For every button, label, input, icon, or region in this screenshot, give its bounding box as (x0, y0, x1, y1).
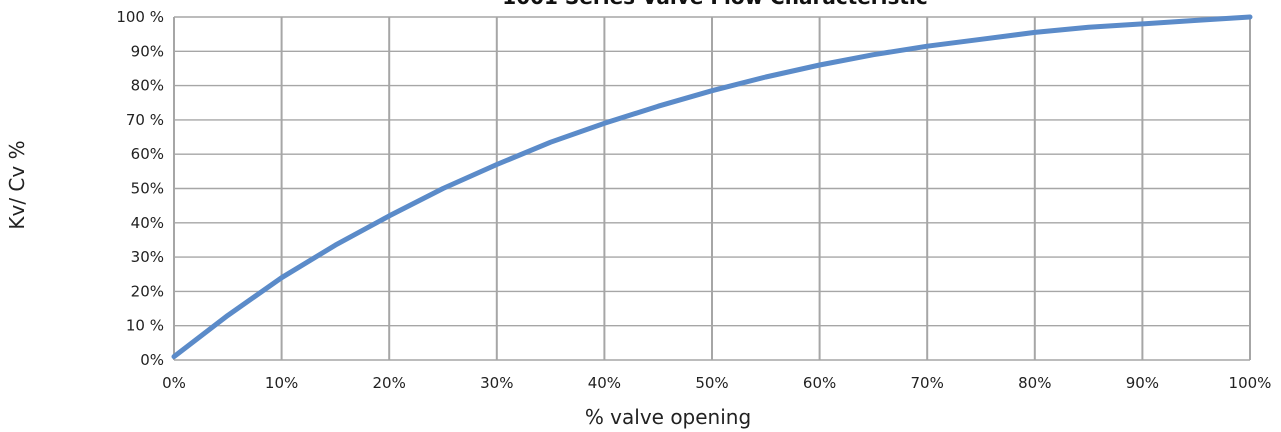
y-tick-label: 70 % (126, 111, 164, 129)
y-tick-label: 100 % (116, 8, 164, 26)
x-axis-tick-labels: 0% 10% 20% 30% 40% 50% 60% 70% 80% 90% 100% (162, 374, 1271, 392)
y-tick-label: 90% (131, 42, 164, 60)
grid-lines (173, 16, 1251, 361)
y-tick-label: 80% (131, 77, 164, 95)
series-group (171, 14, 1253, 360)
x-tick-label: 0% (162, 374, 186, 392)
y-tick-label: 0% (140, 351, 164, 369)
series-line (171, 14, 1253, 360)
x-tick-label: 30% (480, 374, 513, 392)
x-tick-label: 100% (1229, 374, 1272, 392)
y-tick-label: 20% (131, 282, 164, 300)
x-tick-label: 10% (265, 374, 298, 392)
y-tick-label: 60% (131, 145, 164, 163)
x-tick-label: 80% (1018, 374, 1051, 392)
y-tick-label: 40% (131, 214, 164, 232)
chart-title: 1001 Series Valve Flow Characteristic (502, 0, 927, 9)
x-tick-label: 50% (695, 374, 728, 392)
y-tick-label: 50% (131, 180, 164, 198)
y-axis-tick-labels: 0% 10 % 20% 30% 40% 50% 60% 70 % 80% 90% 100 % (116, 8, 164, 369)
y-axis-title: Kv/ Cv % (5, 140, 29, 229)
x-tick-label: 60% (803, 374, 836, 392)
y-tick-label: 30% (131, 248, 164, 266)
x-tick-label: 40% (588, 374, 621, 392)
x-tick-label: 90% (1126, 374, 1159, 392)
y-tick-label: 10 % (126, 317, 164, 335)
x-tick-label: 70% (911, 374, 944, 392)
x-axis-title: % valve opening (585, 405, 751, 429)
x-tick-label: 20% (373, 374, 406, 392)
